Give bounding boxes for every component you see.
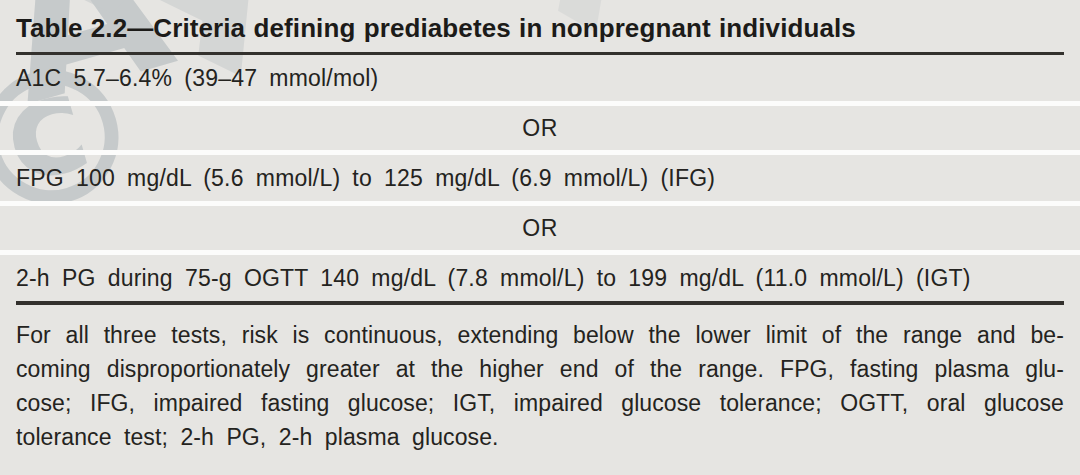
table-footnote: For all three tests, risk is continuous,… (0, 305, 1080, 454)
or-separator-row-1: OR (0, 106, 1080, 150)
footnote-line: coming disproportionately greater at the… (16, 352, 1064, 386)
table-title: Table 2.2—Criteria defining prediabetes … (16, 13, 1064, 44)
or-separator-row-2: OR (0, 206, 1080, 250)
criterion-2h-pg-text: 2-h PG during 75-g OGTT 140 mg/dL (7.8 m… (16, 265, 971, 292)
or-label: OR (522, 115, 557, 142)
criterion-row-fpg: FPG 100 mg/dL (5.6 mmol/L) to 125 mg/dL … (0, 155, 1080, 201)
criterion-a1c-text: A1C 5.7–6.4% (39–47 mmol/mol) (16, 65, 378, 92)
criterion-row-a1c: A1C 5.7–6.4% (39–47 mmol/mol) (0, 55, 1080, 101)
footnote-line: For all three tests, risk is continuous,… (16, 318, 1064, 352)
table-header: Table 2.2—Criteria defining prediabetes … (0, 0, 1080, 52)
footnote-line: tolerance test; 2-h PG, 2-h plasma gluco… (16, 420, 1064, 454)
criterion-fpg-text: FPG 100 mg/dL (5.6 mmol/L) to 125 mg/dL … (16, 165, 715, 192)
criterion-row-2h-pg: 2-h PG during 75-g OGTT 140 mg/dL (7.8 m… (0, 255, 1080, 301)
footnote-line: cose; IFG, impaired fasting glucose; IGT… (16, 386, 1064, 420)
prediabetes-criteria-table: Table 2.2—Criteria defining prediabetes … (0, 0, 1080, 454)
or-label: OR (522, 215, 557, 242)
